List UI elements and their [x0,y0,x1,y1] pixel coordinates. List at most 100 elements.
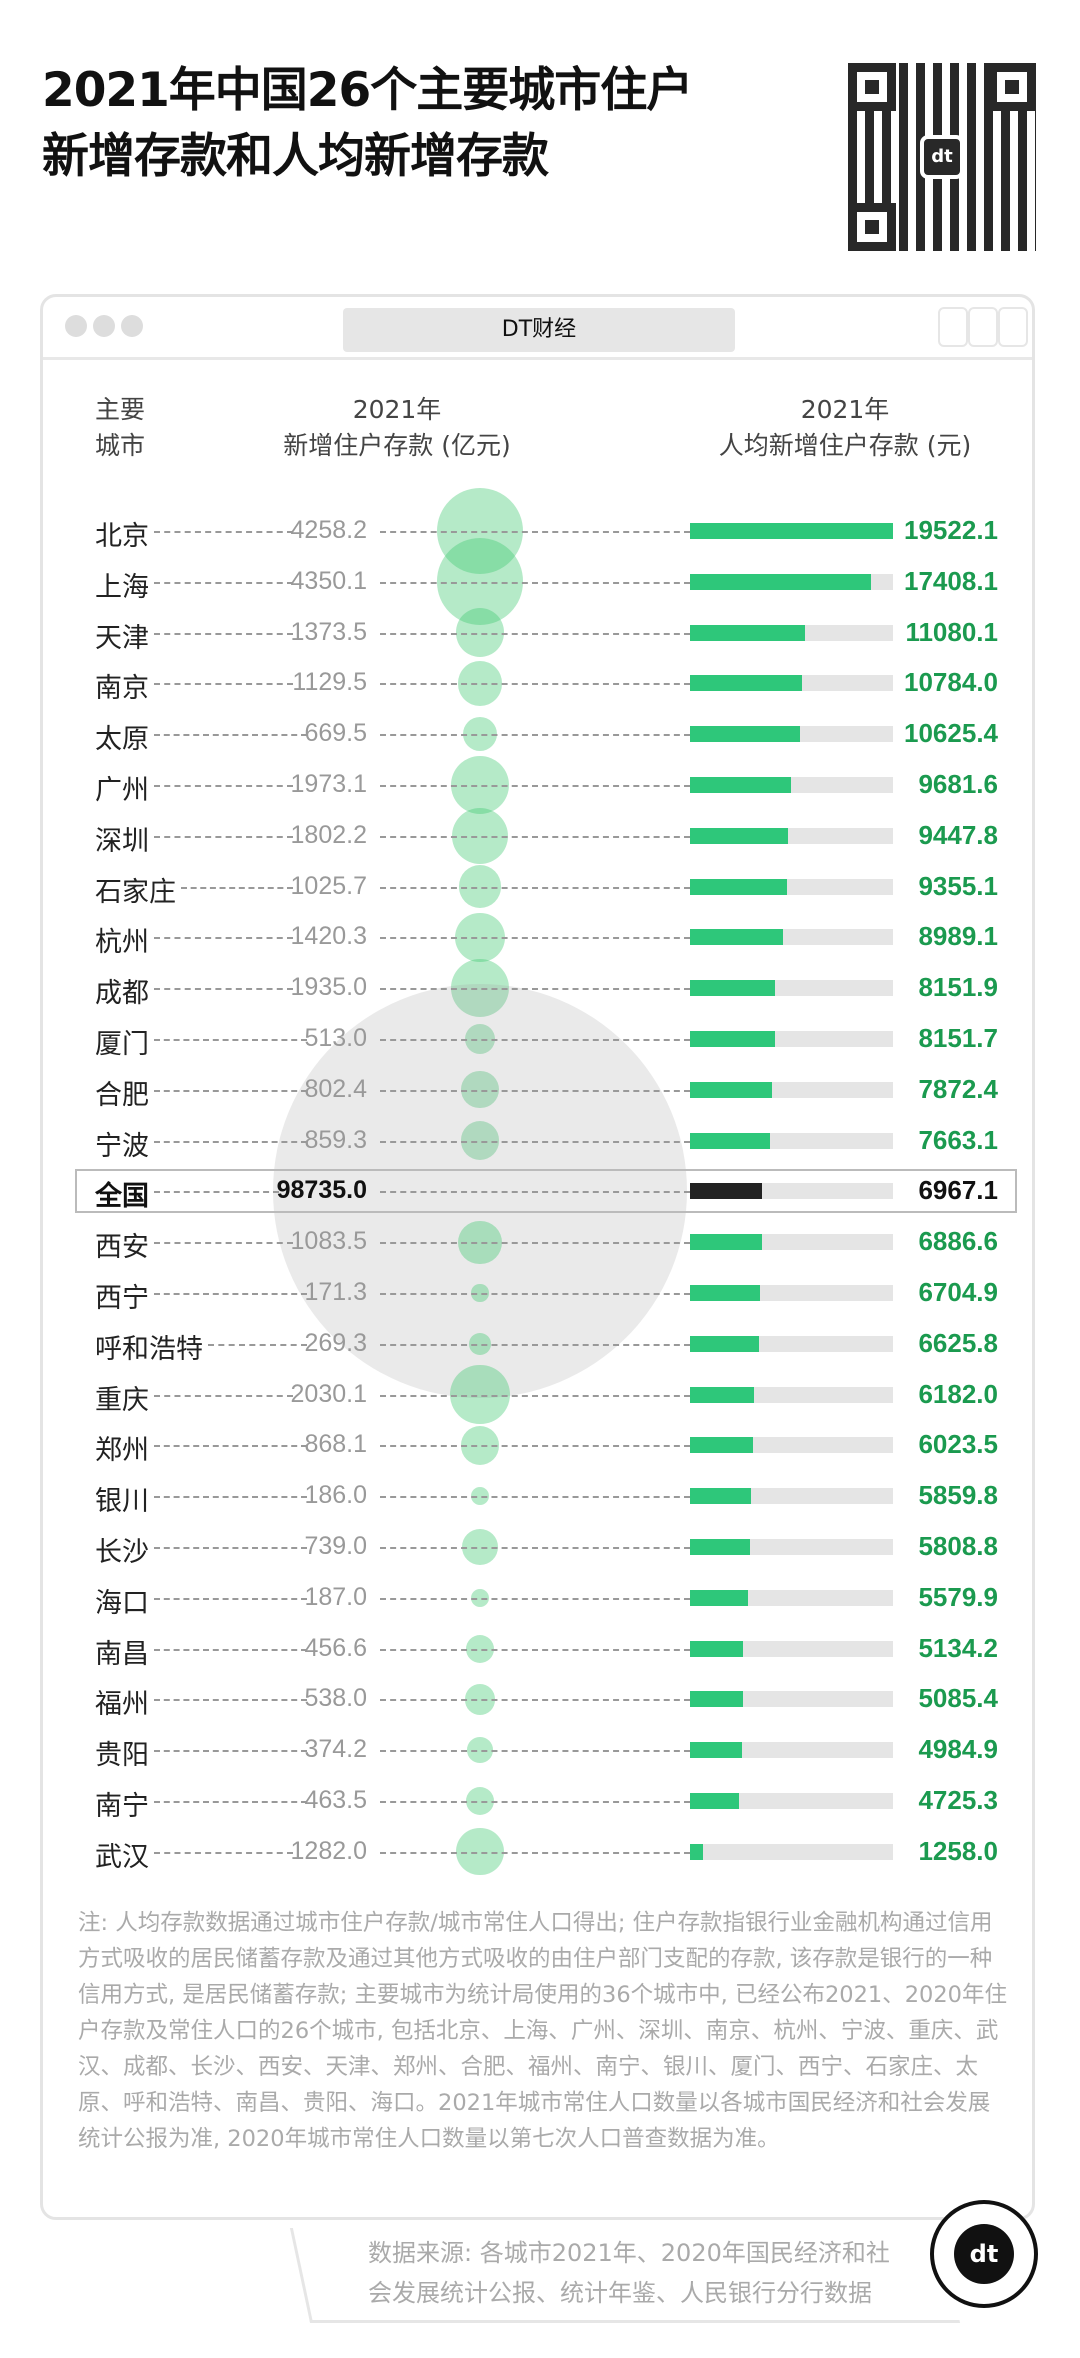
city-name: 成都 [95,978,149,1010]
per-capita-value: 8151.7 [918,1023,998,1053]
deposit-value: 456.6 [304,1633,367,1662]
deposit-value: 538.0 [304,1684,367,1713]
table-row: 海口 187.0 5579.9 [0,1573,1080,1623]
per-capita-value: 17408.1 [904,565,998,596]
deposit-value: 4258.2 [290,516,367,544]
leader-line [380,1496,690,1499]
per-capita-bar [690,1437,753,1454]
header-city: 主要 城市 [95,392,145,464]
table-row: 长沙 739.0 5808.8 [0,1522,1080,1572]
per-capita-bar [690,1793,740,1809]
qr-code: dt [848,63,1036,251]
leader-line [154,1140,307,1143]
footnote: 注: 人均存款数据通过城市住户存款/城市常住人口得出; 住户存款指银行业金融机构… [78,1910,1007,2152]
table-row: 贵阳 374.2 4984.9 [0,1725,1080,1775]
leader-line [154,785,293,787]
per-capita-bar [690,1132,770,1149]
per-capita-value: 6967.1 [918,1175,998,1206]
close-icon [65,315,87,337]
deposit-bubble [455,608,505,657]
per-capita-bar [690,1589,749,1606]
table-row: 西宁 171.3 6704.9 [0,1268,1080,1318]
minimize-icon [93,315,115,337]
leader-line [380,1597,690,1600]
deposit-value: 98735.0 [276,1176,367,1205]
deposit-bubble [467,1737,493,1763]
deposit-bubble [458,865,502,908]
leader-line [154,1597,307,1600]
leader-line [380,531,690,533]
deposit-value: 1083.5 [290,1227,367,1256]
leader-line [380,1343,690,1346]
leader-line [380,937,690,940]
table-row: 银川 186.0 5859.8 [0,1471,1080,1521]
table-row: 北京 4258.2 19522.1 [0,506,1080,556]
header-per-capita-line2: 人均新增住户存款 (元) [718,431,972,460]
leader-line [154,1242,293,1245]
table-row: 全国 98735.0 6967.1 [0,1166,1080,1216]
leader-line [380,988,690,991]
city-name: 南京 [95,673,149,705]
per-capita-value: 9355.1 [918,870,998,901]
per-capita-value: 11080.1 [905,616,998,647]
leader-line [154,1750,307,1753]
deposit-bubble [470,1588,489,1607]
header-deposit-line2: 新增住户存款 (亿元) [283,431,511,460]
leader-line [154,988,293,991]
leader-line [380,1293,690,1295]
per-capita-value: 5579.9 [918,1581,998,1612]
per-capita-bar [690,1031,775,1047]
leader-line [154,734,307,737]
deposit-bubble [272,984,688,1399]
leader-line [154,1699,307,1702]
header-city-line2: 城市 [95,431,146,460]
per-capita-bar [690,1843,704,1860]
leader-line [181,886,293,889]
city-name: 重庆 [95,1384,149,1416]
leader-line [380,1648,690,1651]
per-capita-bar [690,1539,751,1555]
per-capita-value: 8989.1 [918,921,998,952]
per-capita-value: 6886.6 [918,1226,998,1257]
leader-line [154,835,293,838]
table-row: 天津 1373.5 11080.1 [0,608,1080,658]
leader-line [380,632,690,635]
city-name: 南宁 [95,1791,149,1822]
deposit-value: 802.4 [304,1074,367,1103]
city-name: 杭州 [95,927,149,959]
per-capita-value: 10625.4 [904,718,998,749]
deposit-value: 513.0 [304,1024,367,1052]
leader-line [380,734,690,737]
city-name: 北京 [95,521,149,552]
deposit-value: 1373.5 [290,617,367,646]
per-capita-value: 5134.2 [918,1632,998,1663]
per-capita-value: 4984.9 [918,1734,998,1765]
leader-line [154,1851,293,1854]
leader-line [154,581,293,584]
per-capita-value: 6625.8 [918,1327,998,1358]
leader-line [380,886,690,889]
city-name: 银川 [95,1486,149,1518]
leader-line [154,1089,307,1092]
deposit-bubble [465,1024,495,1054]
leader-line [380,785,690,787]
city-name: 深圳 [95,825,149,857]
per-capita-value: 10784.0 [904,667,998,698]
deposit-value: 269.3 [304,1328,367,1357]
deposit-value: 463.5 [304,1786,367,1814]
leader-line [154,1394,293,1397]
per-capita-bar [690,1285,760,1301]
leader-line [154,1648,307,1651]
table-row: 重庆 2030.1 6182.0 [0,1370,1080,1420]
leader-line [380,1445,690,1448]
deposit-value: 187.0 [304,1582,367,1611]
leader-line [208,1343,307,1346]
leader-line [154,632,293,635]
per-capita-bar [690,675,803,692]
leader-line [154,531,293,533]
city-name: 宁波 [95,1130,149,1162]
city-name: 天津 [95,622,149,654]
leader-line [380,1801,690,1803]
city-name: 武汉 [95,1841,149,1873]
brand-logo-text: dt [954,2224,1014,2284]
